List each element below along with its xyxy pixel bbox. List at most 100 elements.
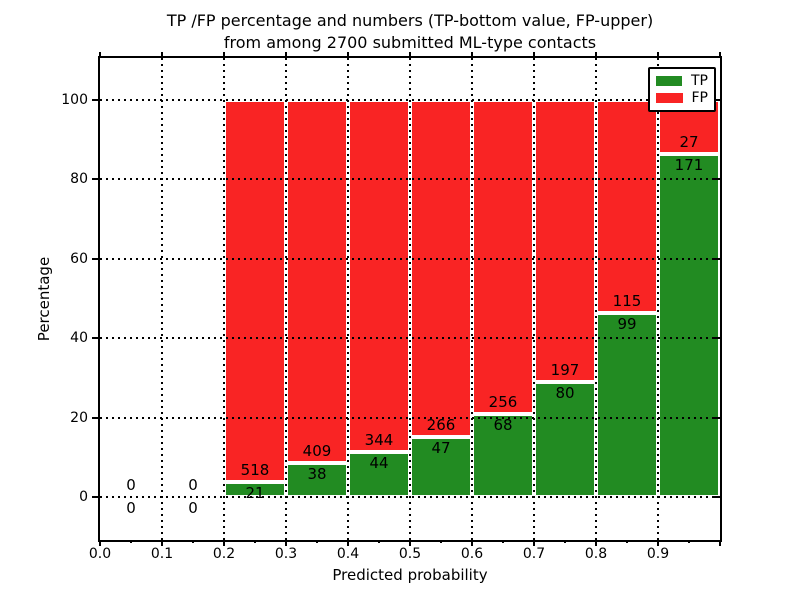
tp-count-label: 0 <box>126 499 136 517</box>
vertical-gridline <box>347 58 349 540</box>
x-major-tick <box>347 540 349 546</box>
horizontal-gridline <box>100 416 720 419</box>
tp-bar-segment <box>596 313 658 497</box>
y-tick-label: 40 <box>70 330 88 347</box>
x-top-tick <box>347 52 349 58</box>
fp-bar-segment <box>224 100 286 482</box>
vertical-gridline <box>161 58 163 540</box>
tp-count-label: 38 <box>307 465 327 484</box>
tp-count-label: 47 <box>431 439 451 458</box>
tp-bar-segment <box>348 451 410 497</box>
x-minor-tick <box>564 540 566 543</box>
fp-count-label: 0 <box>188 476 198 494</box>
fp-bar-segment <box>286 100 348 464</box>
x-major-tick <box>223 540 225 546</box>
y-right-tick <box>714 496 720 498</box>
fp-count-label: 197 <box>550 361 580 380</box>
legend-label-fp: FP <box>691 90 709 106</box>
x-top-tick <box>595 52 597 58</box>
plot-area: 0 0 0 0 518 21 409 38 344 44 266 47 256 68 197 80 115 99 2… <box>98 56 722 542</box>
x-tick-label: 0.9 <box>646 546 670 562</box>
x-top-tick <box>471 52 473 58</box>
x-major-tick <box>99 540 101 546</box>
x-minor-tick <box>502 540 504 543</box>
fp-bar-segment <box>534 100 596 383</box>
x-tick-label: 0.7 <box>522 546 546 562</box>
y-major-tick <box>92 337 98 340</box>
fp-count-label: 115 <box>612 292 642 311</box>
x-top-tick <box>223 52 225 58</box>
x-major-tick <box>161 540 163 546</box>
x-top-tick <box>285 52 287 58</box>
tp-count-label: 21 <box>245 483 265 502</box>
fp-count-label: 256 <box>488 392 518 411</box>
fp-count-label: 518 <box>240 460 270 479</box>
vertical-gridline <box>285 58 287 540</box>
x-major-tick <box>657 540 659 546</box>
y-major-tick <box>92 178 98 181</box>
tp-count-label: 80 <box>555 384 575 403</box>
y-major-tick <box>92 496 98 498</box>
y-major-tick <box>92 257 98 260</box>
tp-count-label: 99 <box>617 315 637 334</box>
x-tick-label: 0.1 <box>150 546 174 562</box>
y-tick-label: 80 <box>70 171 88 188</box>
x-axis-label: Predicted probability <box>332 566 488 584</box>
x-major-tick <box>719 540 721 546</box>
y-tick-label: 100 <box>61 92 88 108</box>
x-major-tick <box>285 540 287 546</box>
y-axis-label: Percentage <box>35 256 53 342</box>
legend: TP FP <box>648 67 716 112</box>
y-tick-label: 60 <box>70 250 88 267</box>
vertical-gridline <box>471 58 473 540</box>
tp-bar-segment <box>534 382 596 497</box>
chart-title-line1: TP /FP percentage and numbers (TP-bottom… <box>166 11 654 30</box>
x-major-tick <box>471 540 473 546</box>
x-major-tick <box>533 540 535 546</box>
x-minor-tick <box>192 540 194 543</box>
x-tick-label: 0.0 <box>88 546 112 562</box>
x-tick-label: 0.6 <box>460 546 484 562</box>
vertical-gridline <box>657 58 659 540</box>
fp-bar-segment <box>348 100 410 452</box>
y-tick-label: 20 <box>70 409 88 426</box>
legend-label-tp: TP <box>691 73 708 89</box>
x-tick-label: 0.5 <box>398 546 422 562</box>
fp-count-label: 409 <box>302 442 332 461</box>
horizontal-gridline <box>100 178 720 181</box>
vertical-gridline <box>223 58 225 540</box>
y-major-tick <box>92 416 98 419</box>
tp-color-swatch <box>656 76 682 86</box>
tp-bar-segment <box>286 463 348 497</box>
x-top-tick <box>161 52 163 58</box>
x-minor-tick <box>688 540 690 543</box>
y-right-tick <box>714 337 720 340</box>
y-right-tick <box>714 178 720 181</box>
fp-count-label: 266 <box>426 416 456 435</box>
x-minor-tick <box>316 540 318 543</box>
chart-title-line2: from among 2700 submitted ML-type contac… <box>223 33 597 52</box>
y-right-tick <box>714 99 720 101</box>
tp-count-label: 171 <box>674 156 704 175</box>
tp-bar-segment <box>472 413 534 497</box>
x-minor-tick <box>378 540 380 543</box>
x-top-tick <box>99 52 101 58</box>
fp-bar-segment <box>596 100 658 314</box>
horizontal-gridline <box>100 337 720 340</box>
x-top-tick <box>719 52 721 58</box>
vertical-gridline <box>595 58 597 540</box>
x-tick-label: 0.2 <box>212 546 236 562</box>
y-right-tick <box>714 416 720 419</box>
vertical-gridline <box>409 58 411 540</box>
tp-count-label: 44 <box>369 453 389 472</box>
tp-count-label: 68 <box>493 415 513 434</box>
fp-color-swatch <box>656 93 683 103</box>
y-right-tick <box>714 257 720 260</box>
fp-count-label: 344 <box>364 430 394 449</box>
x-tick-label: 0.4 <box>336 546 360 562</box>
legend-entry-tp: TP <box>656 74 708 88</box>
x-minor-tick <box>626 540 628 543</box>
fp-bar-segment <box>410 100 472 438</box>
y-tick-label: 0 <box>79 489 88 505</box>
